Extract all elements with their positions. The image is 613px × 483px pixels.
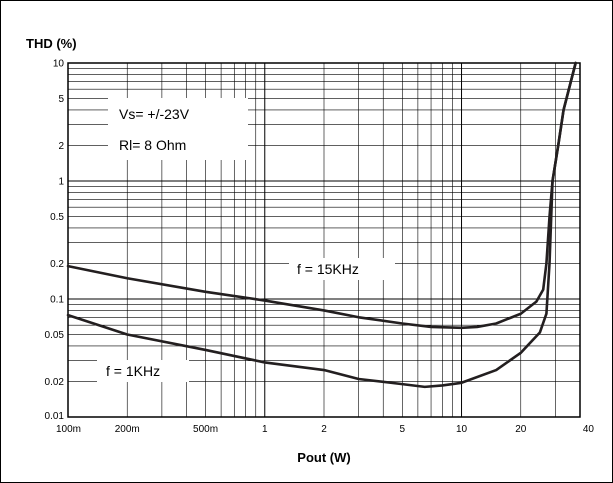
- series-label-15khz: f = 15KHz: [297, 261, 359, 277]
- x-tick-label: 100m: [56, 424, 81, 435]
- x-tick-label: 2: [321, 424, 327, 435]
- y-tick-label: 0.05: [45, 330, 65, 341]
- y-tick-label: 0.5: [50, 212, 64, 223]
- condition-rl: Rl= 8 Ohm: [119, 137, 186, 153]
- x-tick-label: 200m: [115, 424, 140, 435]
- y-tick-label: 1: [58, 177, 64, 188]
- x-tick-label: 20: [515, 424, 527, 435]
- x-tick-label: 1: [262, 424, 268, 435]
- x-tick-label: 10: [456, 424, 468, 435]
- y-tick-label: 0.02: [45, 377, 65, 388]
- x-tick-labels: 100m 200m 500m 1 2 5 10 20 40: [56, 424, 594, 435]
- plot-area: [67, 62, 581, 418]
- y-tick-label: 10: [53, 59, 65, 70]
- conditions-box: [108, 98, 248, 160]
- y-tick-label: 0.2: [50, 259, 64, 270]
- y-tick-labels: 0.01 0.02 0.05 0.1 0.2 0.5 1 2 5 10: [45, 59, 65, 423]
- y-tick-label: 2: [58, 141, 64, 152]
- series-line-1khz: [66, 61, 577, 389]
- y-tick-label: 0.1: [50, 295, 64, 306]
- condition-vs: Vs= +/-23V: [119, 106, 190, 122]
- series-group: [66, 61, 577, 389]
- series-label-1khz: f = 1KHz: [106, 363, 160, 379]
- x-tick-label: 500m: [193, 424, 218, 435]
- x-tick-label: 5: [400, 424, 406, 435]
- y-tick-label: 5: [58, 94, 64, 105]
- label-box-15khz: [289, 258, 395, 280]
- label-box-1khz: [97, 360, 189, 382]
- x-axis-label: Pout (W): [297, 450, 350, 465]
- y-axis-label: THD (%): [26, 36, 77, 51]
- y-tick-label: 0.01: [45, 411, 65, 422]
- x-tick-label: 40: [583, 424, 595, 435]
